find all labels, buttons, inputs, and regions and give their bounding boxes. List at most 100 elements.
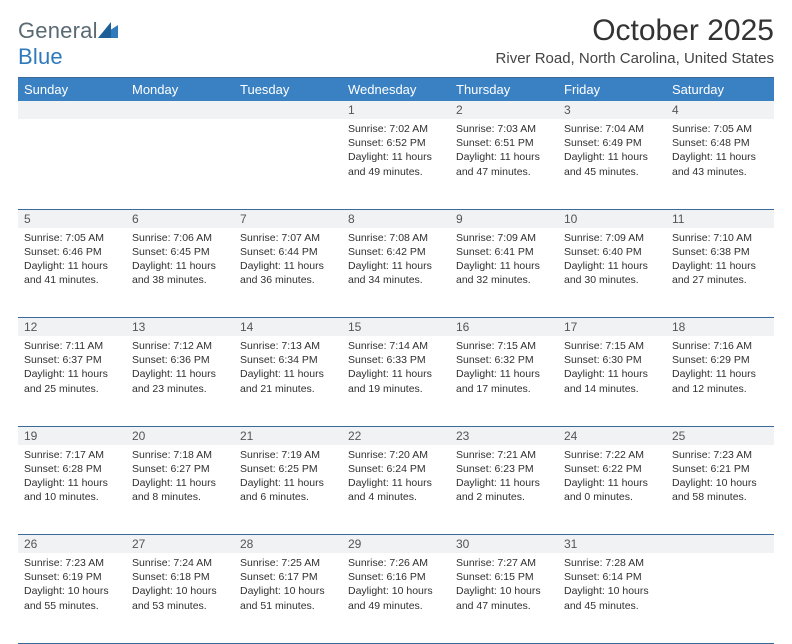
day-detail: Sunrise: 7:18 AMSunset: 6:27 PMDaylight:… — [126, 445, 234, 511]
day-number: 31 — [558, 535, 666, 554]
brand-name: General Blue — [18, 18, 118, 70]
sunset-text: Sunset: 6:28 PM — [24, 462, 120, 476]
day-cell — [666, 553, 774, 643]
daylight-text: Daylight: 10 hours and 55 minutes. — [24, 584, 120, 612]
day-cell: Sunrise: 7:17 AMSunset: 6:28 PMDaylight:… — [18, 445, 126, 535]
sunrise-text: Sunrise: 7:20 AM — [348, 448, 444, 462]
day-cell: Sunrise: 7:24 AMSunset: 6:18 PMDaylight:… — [126, 553, 234, 643]
day-cell: Sunrise: 7:25 AMSunset: 6:17 PMDaylight:… — [234, 553, 342, 643]
day-number: 7 — [234, 209, 342, 228]
day-detail: Sunrise: 7:03 AMSunset: 6:51 PMDaylight:… — [450, 119, 558, 185]
day-detail: Sunrise: 7:09 AMSunset: 6:41 PMDaylight:… — [450, 228, 558, 294]
daynum-row: 262728293031 — [18, 535, 774, 554]
day-detail: Sunrise: 7:13 AMSunset: 6:34 PMDaylight:… — [234, 336, 342, 402]
day-number: 1 — [342, 101, 450, 119]
brand-logo: General Blue — [18, 14, 118, 70]
weekday-header: Monday — [126, 78, 234, 102]
day-cell: Sunrise: 7:19 AMSunset: 6:25 PMDaylight:… — [234, 445, 342, 535]
day-number: 20 — [126, 426, 234, 445]
sunrise-text: Sunrise: 7:02 AM — [348, 122, 444, 136]
daylight-text: Daylight: 11 hours and 32 minutes. — [456, 259, 552, 287]
sunrise-text: Sunrise: 7:08 AM — [348, 231, 444, 245]
daylight-text: Daylight: 11 hours and 10 minutes. — [24, 476, 120, 504]
day-detail: Sunrise: 7:09 AMSunset: 6:40 PMDaylight:… — [558, 228, 666, 294]
header: General Blue October 2025 River Road, No… — [18, 14, 774, 73]
day-cell: Sunrise: 7:15 AMSunset: 6:32 PMDaylight:… — [450, 336, 558, 426]
sunset-text: Sunset: 6:34 PM — [240, 353, 336, 367]
day-number: 14 — [234, 318, 342, 337]
day-number: 4 — [666, 101, 774, 119]
day-cell: Sunrise: 7:09 AMSunset: 6:40 PMDaylight:… — [558, 228, 666, 318]
day-number: 2 — [450, 101, 558, 119]
day-detail: Sunrise: 7:11 AMSunset: 6:37 PMDaylight:… — [18, 336, 126, 402]
day-cell: Sunrise: 7:23 AMSunset: 6:21 PMDaylight:… — [666, 445, 774, 535]
sunset-text: Sunset: 6:15 PM — [456, 570, 552, 584]
day-cell: Sunrise: 7:28 AMSunset: 6:14 PMDaylight:… — [558, 553, 666, 643]
day-cell: Sunrise: 7:02 AMSunset: 6:52 PMDaylight:… — [342, 119, 450, 209]
day-detail: Sunrise: 7:28 AMSunset: 6:14 PMDaylight:… — [558, 553, 666, 619]
sunrise-text: Sunrise: 7:18 AM — [132, 448, 228, 462]
day-number: 21 — [234, 426, 342, 445]
day-detail: Sunrise: 7:05 AMSunset: 6:48 PMDaylight:… — [666, 119, 774, 185]
sunset-text: Sunset: 6:29 PM — [672, 353, 768, 367]
weekday-header: Wednesday — [342, 78, 450, 102]
sunrise-text: Sunrise: 7:05 AM — [24, 231, 120, 245]
brand-name-b: Blue — [18, 44, 63, 69]
day-number: 3 — [558, 101, 666, 119]
sunrise-text: Sunrise: 7:10 AM — [672, 231, 768, 245]
day-cell: Sunrise: 7:14 AMSunset: 6:33 PMDaylight:… — [342, 336, 450, 426]
sunset-text: Sunset: 6:22 PM — [564, 462, 660, 476]
calendar-body: 1234Sunrise: 7:02 AMSunset: 6:52 PMDayli… — [18, 101, 774, 643]
daylight-text: Daylight: 10 hours and 58 minutes. — [672, 476, 768, 504]
daylight-text: Daylight: 11 hours and 43 minutes. — [672, 150, 768, 178]
day-cell — [234, 119, 342, 209]
day-detail: Sunrise: 7:16 AMSunset: 6:29 PMDaylight:… — [666, 336, 774, 402]
sunrise-text: Sunrise: 7:15 AM — [564, 339, 660, 353]
day-detail: Sunrise: 7:04 AMSunset: 6:49 PMDaylight:… — [558, 119, 666, 185]
day-cell: Sunrise: 7:15 AMSunset: 6:30 PMDaylight:… — [558, 336, 666, 426]
day-cell: Sunrise: 7:05 AMSunset: 6:48 PMDaylight:… — [666, 119, 774, 209]
daylight-text: Daylight: 11 hours and 41 minutes. — [24, 259, 120, 287]
sunrise-text: Sunrise: 7:27 AM — [456, 556, 552, 570]
daylight-text: Daylight: 11 hours and 17 minutes. — [456, 367, 552, 395]
sunrise-text: Sunrise: 7:26 AM — [348, 556, 444, 570]
day-cell: Sunrise: 7:09 AMSunset: 6:41 PMDaylight:… — [450, 228, 558, 318]
week-row: Sunrise: 7:23 AMSunset: 6:19 PMDaylight:… — [18, 553, 774, 643]
day-detail: Sunrise: 7:25 AMSunset: 6:17 PMDaylight:… — [234, 553, 342, 619]
sunset-text: Sunset: 6:38 PM — [672, 245, 768, 259]
day-detail: Sunrise: 7:02 AMSunset: 6:52 PMDaylight:… — [342, 119, 450, 185]
sunrise-text: Sunrise: 7:07 AM — [240, 231, 336, 245]
day-detail: Sunrise: 7:20 AMSunset: 6:24 PMDaylight:… — [342, 445, 450, 511]
day-number: 11 — [666, 209, 774, 228]
day-cell: Sunrise: 7:08 AMSunset: 6:42 PMDaylight:… — [342, 228, 450, 318]
sunset-text: Sunset: 6:32 PM — [456, 353, 552, 367]
sunset-text: Sunset: 6:44 PM — [240, 245, 336, 259]
daynum-row: 12131415161718 — [18, 318, 774, 337]
daylight-text: Daylight: 11 hours and 49 minutes. — [348, 150, 444, 178]
day-detail: Sunrise: 7:19 AMSunset: 6:25 PMDaylight:… — [234, 445, 342, 511]
daylight-text: Daylight: 11 hours and 4 minutes. — [348, 476, 444, 504]
daylight-text: Daylight: 11 hours and 12 minutes. — [672, 367, 768, 395]
day-number: 12 — [18, 318, 126, 337]
day-number — [18, 101, 126, 119]
day-number: 23 — [450, 426, 558, 445]
sunrise-text: Sunrise: 7:09 AM — [564, 231, 660, 245]
sunset-text: Sunset: 6:51 PM — [456, 136, 552, 150]
daynum-row: 567891011 — [18, 209, 774, 228]
weekday-header: Friday — [558, 78, 666, 102]
daylight-text: Daylight: 11 hours and 27 minutes. — [672, 259, 768, 287]
sunset-text: Sunset: 6:21 PM — [672, 462, 768, 476]
location-text: River Road, North Carolina, United State… — [496, 50, 774, 67]
day-detail: Sunrise: 7:07 AMSunset: 6:44 PMDaylight:… — [234, 228, 342, 294]
sunset-text: Sunset: 6:36 PM — [132, 353, 228, 367]
sunset-text: Sunset: 6:52 PM — [348, 136, 444, 150]
sunrise-text: Sunrise: 7:11 AM — [24, 339, 120, 353]
daylight-text: Daylight: 11 hours and 23 minutes. — [132, 367, 228, 395]
daylight-text: Daylight: 11 hours and 25 minutes. — [24, 367, 120, 395]
day-detail: Sunrise: 7:05 AMSunset: 6:46 PMDaylight:… — [18, 228, 126, 294]
daylight-text: Daylight: 11 hours and 14 minutes. — [564, 367, 660, 395]
day-detail: Sunrise: 7:27 AMSunset: 6:15 PMDaylight:… — [450, 553, 558, 619]
day-detail: Sunrise: 7:06 AMSunset: 6:45 PMDaylight:… — [126, 228, 234, 294]
daynum-row: 1234 — [18, 101, 774, 119]
daylight-text: Daylight: 11 hours and 6 minutes. — [240, 476, 336, 504]
